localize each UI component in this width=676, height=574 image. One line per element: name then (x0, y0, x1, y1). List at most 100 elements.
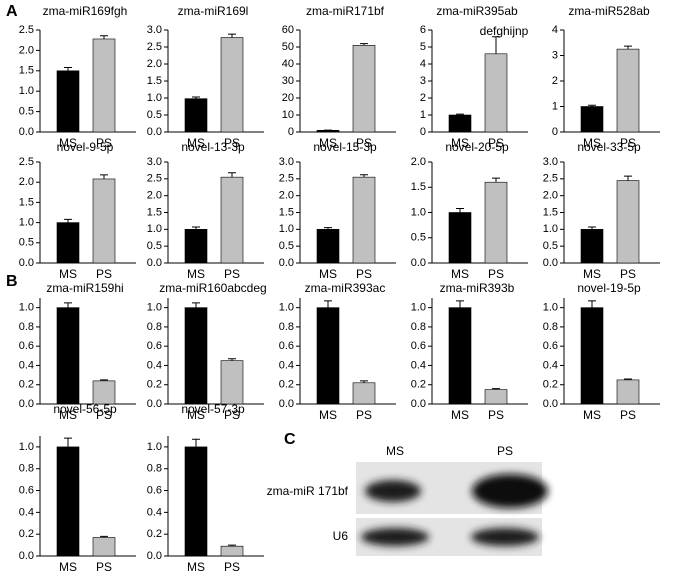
y-tick-label: 0.6 (543, 340, 558, 352)
error-bar (456, 300, 464, 308)
error-bar (588, 226, 596, 230)
y-tick-label: 20 (282, 92, 294, 104)
y-tick-label: 0.6 (411, 340, 426, 352)
y-tick-label: 0.0 (19, 257, 34, 269)
y-tick-label: 0.0 (543, 257, 558, 269)
chart-title: novel-19-5p (577, 281, 641, 295)
x-tick-label: MS (319, 408, 337, 422)
x-tick-label: MS (59, 408, 77, 422)
error-bar (192, 226, 200, 230)
y-tick-label: 0 (288, 126, 294, 138)
y-tick-label: 0.2 (19, 528, 34, 540)
bar (56, 222, 80, 264)
bar-chart: zma-miR393b 0.0 0.2 0.4 0.6 0.8 1.0 MS PS (411, 281, 528, 422)
y-tick-label: 1.5 (279, 206, 294, 218)
y-tick-label: 3.0 (279, 156, 294, 168)
x-tick-label: MS (187, 408, 205, 422)
y-tick-label: 2 (420, 92, 426, 104)
chart-title: zma-miR528ab (568, 4, 650, 18)
x-tick-label: MS (187, 267, 205, 281)
y-tick-label: 4 (420, 58, 426, 70)
y-tick-label: 0.6 (279, 340, 294, 352)
y-tick-label: 6 (420, 24, 426, 36)
error-bar (100, 379, 108, 381)
error-bar (456, 113, 464, 115)
error-bar (324, 227, 332, 230)
y-tick-label: 0.6 (147, 484, 162, 496)
y-tick-label: 0.4 (19, 506, 34, 518)
bar (580, 106, 604, 133)
y-tick-label: 1.5 (147, 75, 162, 87)
y-tick-label: 0 (552, 126, 558, 138)
error-bar (228, 358, 236, 361)
bar (56, 307, 80, 405)
chart-title: zma-miR393b (440, 281, 515, 295)
bar (184, 229, 208, 264)
y-tick-label: 0 (420, 126, 426, 138)
y-tick-label: 0.8 (19, 463, 34, 475)
x-tick-label: PS (620, 267, 636, 281)
y-tick-label: 1.5 (543, 206, 558, 218)
y-tick-label: 0.2 (411, 379, 426, 391)
bar (448, 212, 472, 264)
y-tick-label: 0.0 (147, 398, 162, 410)
y-tick-label: 0.0 (147, 257, 162, 269)
y-tick-label: 1.0 (279, 302, 294, 314)
y-tick-label: 0.2 (147, 528, 162, 540)
bar (580, 229, 604, 264)
bar-chart: novel-9-5p 0.0 0.5 1.0 1.5 2.0 2.5 MS PS (19, 140, 136, 281)
error-bar (492, 36, 500, 54)
y-tick-label: 0.4 (411, 359, 426, 371)
bar-chart: novel-20-5p 0.0 0.5 1.0 1.5 2.0 MS PS (411, 140, 528, 281)
bar (352, 382, 376, 405)
bar (616, 180, 640, 264)
chart-title: zma-miR160abcdeg (159, 281, 266, 295)
y-tick-label: 1.0 (147, 441, 162, 453)
bar (184, 446, 208, 557)
error-bar (192, 302, 200, 308)
y-tick-label: 2.5 (19, 156, 34, 168)
y-tick-label: 0.0 (543, 398, 558, 410)
y-tick-label: 2.0 (411, 156, 426, 168)
y-tick-label: 30 (282, 75, 294, 87)
x-tick-label: PS (96, 408, 112, 422)
chart-title: novel-9-5p (57, 140, 114, 154)
bar (484, 389, 508, 405)
error-bar (100, 35, 108, 39)
bar-chart: novel-33-5p 0.0 0.5 1.0 1.5 2.0 2.5 3.0 MS PS (543, 140, 660, 281)
error-bar (624, 175, 632, 181)
y-tick-label: 50 (282, 41, 294, 53)
error-bar (64, 302, 72, 308)
blot-row-label: zma-miR 171bf (267, 484, 349, 498)
y-tick-label: 1.0 (19, 302, 34, 314)
error-bar (192, 438, 200, 447)
chart-title: zma-miR169fgh (43, 4, 128, 18)
x-tick-label: PS (96, 267, 112, 281)
bar (352, 176, 376, 264)
bar-chart: zma-miR160abcdeg 0.0 0.2 0.4 0.6 0.8 1.0 MS PS (147, 281, 267, 422)
x-tick-label: PS (488, 136, 504, 150)
bar-chart: novel-13-3p 0.0 0.5 1.0 1.5 2.0 2.5 3.0 MS PS (147, 140, 264, 281)
chart-title: novel-15-3p (313, 140, 377, 154)
bar (352, 44, 376, 133)
bar (616, 379, 640, 405)
x-tick-label: MS (187, 136, 205, 150)
y-tick-label: 0.8 (147, 463, 162, 475)
bar (184, 98, 208, 133)
blot-band (365, 480, 421, 502)
x-tick-label: MS (451, 408, 469, 422)
panel-label: C (284, 431, 296, 448)
y-tick-label: 0.0 (279, 257, 294, 269)
x-tick-label: MS (187, 560, 205, 574)
y-tick-label: 1.0 (147, 223, 162, 235)
x-tick-label: MS (583, 136, 601, 150)
y-tick-label: 3 (420, 75, 426, 87)
chart-title: novel-33-5p (577, 140, 641, 154)
bar-chart: zma-miR395ab defghijnp 0 1 2 3 4 5 6 MS PS (420, 4, 529, 150)
y-tick-label: 2 (552, 75, 558, 87)
blot-band (471, 528, 539, 546)
y-tick-label: 1.0 (279, 223, 294, 235)
y-tick-label: 1.5 (19, 196, 34, 208)
y-tick-label: 0.5 (411, 232, 426, 244)
bar-chart: zma-miR169fgh 0.0 0.5 1.0 1.5 2.0 2.5 MS PS (19, 4, 136, 150)
